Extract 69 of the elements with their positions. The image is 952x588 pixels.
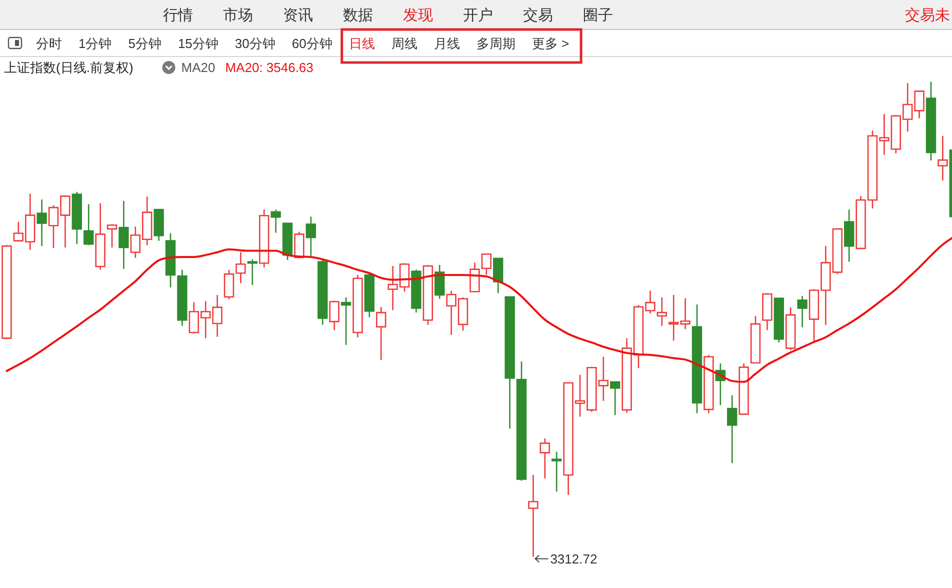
candlestick: [72, 191, 82, 245]
candlestick: [844, 208, 854, 262]
candlestick: [610, 381, 620, 416]
candlestick: [154, 208, 164, 242]
text: 交易: [523, 7, 553, 24]
candlestick: [270, 208, 281, 234]
text: 更多 >: [532, 36, 570, 51]
text: 30分钟: [234, 36, 276, 51]
candlestick: [282, 222, 293, 260]
annotation: 3312.72: [550, 552, 598, 567]
text: 分时: [36, 36, 62, 51]
text: 资讯: [283, 7, 313, 24]
candlestick: [540, 438, 550, 479]
candlestick: [340, 296, 352, 346]
candlestick: [352, 274, 363, 338]
candlestick: [516, 360, 527, 482]
text: 周线: [391, 36, 418, 51]
chart-title: 上证指数(日线.前复权): [4, 60, 134, 75]
text: 15分钟: [178, 36, 218, 51]
text: 市场: [223, 7, 253, 24]
candlestick: [165, 232, 176, 288]
candlestick: [2, 244, 12, 340]
candlestick: [528, 474, 538, 558]
text: 发现: [403, 7, 433, 24]
candlestick: [938, 135, 948, 182]
candlestick: [762, 292, 772, 331]
candlestick: [259, 208, 270, 268]
candlestick: [738, 362, 749, 415]
candlestick: [36, 198, 47, 247]
candlestick: [306, 216, 316, 257]
text: 行情: [163, 7, 193, 24]
candlestick: [750, 315, 761, 364]
candlestick: [364, 272, 374, 318]
candlestick: [552, 451, 562, 492]
candlestick: [177, 269, 188, 326]
candlestick: [247, 258, 258, 286]
candlestick: [926, 81, 936, 162]
text: 多周期: [476, 36, 516, 51]
candlestick: [434, 264, 445, 300]
candlestick: [411, 269, 422, 314]
candlestick: [774, 298, 784, 344]
text: 日线: [348, 36, 375, 51]
text: 60分钟: [292, 36, 332, 51]
candlestick: [493, 258, 504, 294]
candlestick: [329, 300, 340, 331]
candlestick: [95, 202, 106, 270]
candlestick: [727, 394, 738, 464]
chart-subtitle: MA20: [181, 60, 216, 75]
candlestick: [318, 259, 328, 326]
candlestick: [84, 204, 94, 246]
text: 数据: [343, 7, 373, 24]
text: 交易未: [905, 7, 950, 24]
candlestick: [786, 306, 796, 351]
candlestick: [106, 224, 118, 248]
candlestick: [797, 295, 808, 328]
candlestick: [294, 231, 304, 260]
text: 5分钟: [128, 36, 162, 51]
candlestick: [656, 296, 667, 326]
candlestick: [504, 296, 515, 430]
candlestick: [692, 304, 702, 414]
text: 开户: [463, 7, 493, 24]
candlestick: [376, 306, 386, 361]
text: 月线: [434, 36, 460, 51]
text: 圈子: [583, 7, 613, 24]
candlestick: [422, 264, 433, 326]
candlestick: [118, 200, 129, 270]
candlestick: [704, 354, 714, 414]
text: 1分钟: [78, 36, 112, 51]
text: MA20: 3546.63: [225, 60, 314, 75]
